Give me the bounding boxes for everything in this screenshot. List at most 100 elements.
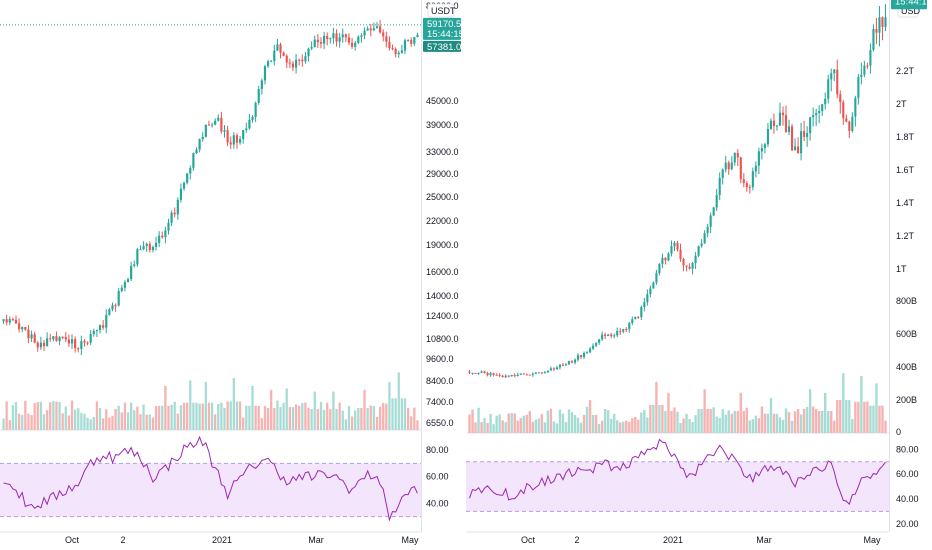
price-tick-label: 33000.0	[426, 147, 459, 157]
volume-bar	[263, 405, 267, 430]
volume-bar	[564, 422, 568, 433]
volume-bar	[881, 405, 884, 433]
candle-body	[833, 69, 836, 74]
candle-body	[646, 294, 649, 303]
candle-body	[341, 34, 344, 38]
candle-body	[251, 116, 254, 120]
candle-body	[691, 263, 694, 269]
candle-body	[39, 342, 42, 348]
candle-body	[492, 373, 495, 375]
candle-body	[664, 257, 667, 261]
volume-bar	[313, 391, 316, 430]
volume-bar	[388, 382, 391, 430]
candle-body	[397, 52, 400, 55]
price-tick-label: 1T	[896, 264, 907, 274]
candle-body	[179, 188, 183, 200]
volume-bar	[120, 412, 123, 430]
volume-bar	[579, 422, 583, 433]
volume-bar	[600, 420, 604, 433]
candle-body	[727, 162, 730, 170]
volume-bar	[706, 408, 709, 433]
candle-body	[186, 173, 189, 183]
candle-body	[67, 339, 70, 344]
candle-body	[718, 177, 721, 195]
volume-bar	[335, 408, 338, 430]
candle-body	[229, 142, 232, 145]
volume-bar	[372, 406, 376, 430]
volume-bar	[363, 390, 366, 430]
volume-bar	[691, 422, 694, 433]
volume-bar	[207, 402, 211, 430]
candle-body	[682, 258, 685, 266]
volume-bar	[42, 414, 46, 430]
volume-bar	[845, 400, 848, 433]
volume-bar	[394, 398, 397, 430]
volume-bar	[322, 409, 326, 430]
candle-body	[105, 314, 108, 328]
volume-bar	[781, 419, 785, 433]
candle-body	[242, 130, 245, 140]
candle-body	[531, 373, 534, 375]
volume-bar	[111, 415, 114, 430]
time-tick-label: Oct	[521, 535, 536, 545]
candle-body	[123, 282, 127, 288]
volume-bar	[652, 404, 655, 433]
volume-bar	[21, 415, 24, 430]
candle-body	[703, 233, 706, 244]
volume-bar	[628, 421, 631, 433]
candle-body	[712, 207, 715, 216]
volume-bar	[519, 418, 522, 433]
volume-bar	[139, 414, 142, 430]
candle-body	[332, 33, 335, 39]
unit-label: USD	[901, 6, 921, 16]
volume-bar	[694, 415, 697, 433]
candle-body	[98, 325, 102, 330]
candle-body	[33, 334, 36, 343]
volume-bar	[793, 411, 797, 433]
candle-body	[42, 342, 46, 347]
candle-body	[772, 120, 776, 127]
candle-body	[694, 255, 697, 264]
candle-body	[288, 62, 291, 64]
volume-bar	[531, 421, 535, 433]
candle-body	[58, 336, 61, 341]
volume-bar	[378, 406, 382, 430]
price-tick-label: 16000.0	[426, 267, 459, 277]
candle-body	[579, 355, 583, 358]
volume-bar	[570, 412, 574, 433]
candle-body	[18, 323, 21, 330]
candle-body	[501, 375, 504, 378]
candle-body	[400, 50, 403, 53]
volume-bar	[748, 420, 752, 433]
candle-body	[700, 243, 703, 247]
price-tick-label: 45000.0	[426, 96, 459, 106]
candle-body	[407, 40, 410, 42]
candle-body	[649, 288, 652, 295]
candle-body	[294, 59, 298, 68]
volume-bar	[567, 409, 571, 433]
volume-bar	[133, 410, 136, 430]
price-tick-label: 1.2T	[896, 231, 915, 241]
candle-body	[754, 165, 757, 172]
reference-price-badge	[423, 40, 461, 52]
rsi-tick-label: 80.00	[896, 444, 919, 454]
volume-bar	[555, 423, 559, 433]
candle-body	[778, 112, 782, 126]
volume-bar	[101, 418, 105, 430]
candle-body	[866, 65, 869, 67]
volume-bar	[403, 398, 407, 430]
volume-bar	[151, 417, 155, 430]
candle-body	[582, 352, 586, 358]
candle-body	[604, 334, 607, 337]
candle-body	[592, 345, 595, 349]
volume-bar	[658, 404, 661, 433]
candle-body	[652, 282, 655, 289]
candle-body	[198, 139, 201, 150]
candle-body	[842, 102, 845, 119]
volume-bar	[796, 409, 800, 433]
volume-bar	[682, 418, 685, 433]
price-tick-label: 2T	[896, 99, 907, 109]
volume-bar	[285, 388, 288, 430]
volume-bar	[808, 389, 812, 433]
